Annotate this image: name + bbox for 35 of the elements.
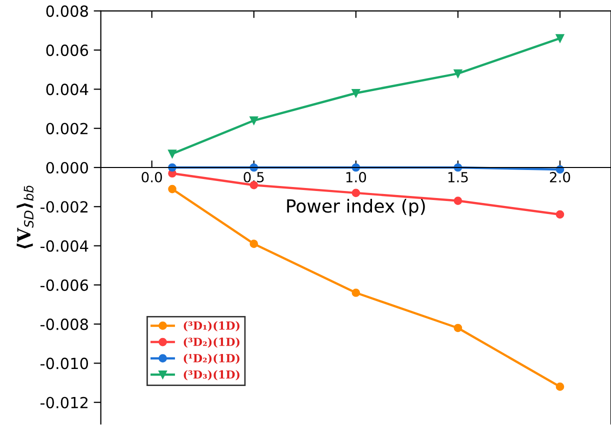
y-tick-label: 0.004 xyxy=(46,84,88,96)
x-tick-label: 1.0 xyxy=(346,172,366,182)
y-tick-label: -0.008 xyxy=(40,318,88,330)
point xyxy=(352,88,360,98)
x-tick-label: 1.5 xyxy=(448,172,468,182)
point xyxy=(454,196,462,205)
y-tick-label: -0.004 xyxy=(40,240,88,252)
y-tick-label: -0.002 xyxy=(40,201,88,213)
point xyxy=(556,34,564,42)
legend-label: (³D₂)(1D) xyxy=(184,337,240,348)
legend-label: (¹D₂)(1D) xyxy=(184,354,240,364)
point xyxy=(454,324,462,332)
point xyxy=(250,240,258,248)
x-tick-label: 0.0 xyxy=(142,172,162,182)
point xyxy=(168,150,176,158)
y-tick-label: 0.008 xyxy=(46,5,88,17)
point xyxy=(454,69,462,78)
y-tick-label: 0.000 xyxy=(46,162,88,174)
y-tick-label: 0.002 xyxy=(46,122,88,134)
y-tick-label: -0.012 xyxy=(40,396,88,408)
legend-label: (³D₃)(1D) xyxy=(184,370,240,380)
point xyxy=(556,210,564,219)
point xyxy=(352,188,360,198)
y-axis-title: ⟨V$_{SD}$⟩$_{bb̄}$ xyxy=(16,186,34,248)
point xyxy=(352,288,360,297)
y-tick-label: 0.006 xyxy=(46,44,88,56)
point xyxy=(250,116,258,125)
point xyxy=(556,382,564,391)
legend-label: (³D₁)(1D) xyxy=(184,321,240,332)
y-tick-label: -0.010 xyxy=(40,358,88,370)
point xyxy=(168,184,176,194)
y-tick-label: -0.006 xyxy=(40,279,88,291)
x-tick-label: 2.0 xyxy=(550,172,570,182)
x-axis-title: Power index (p) xyxy=(287,198,425,216)
x-tick-label: 0.5 xyxy=(244,172,264,182)
